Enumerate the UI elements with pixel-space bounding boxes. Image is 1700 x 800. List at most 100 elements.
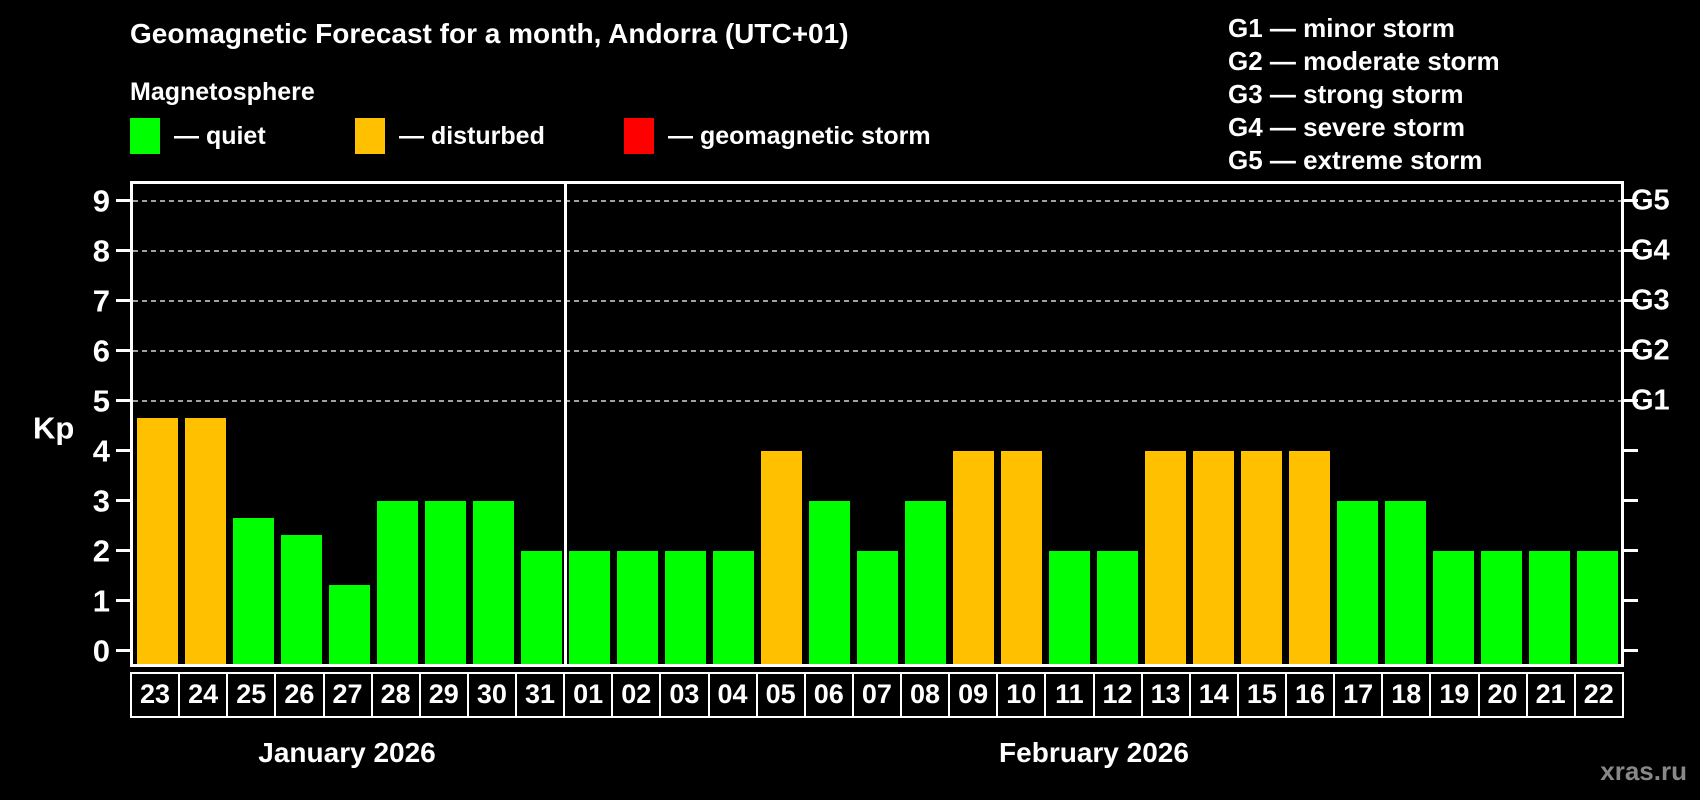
storm-scale-item: G4 — severe storm bbox=[1228, 112, 1466, 142]
watermark: xras.ru bbox=[1600, 756, 1687, 786]
storm-color-swatch bbox=[624, 118, 654, 154]
day-axis: 23 24 25 26 27 28 29 30 31 01 02 03 04 05 06 07 08 09 10 11… bbox=[130, 672, 1624, 718]
day-cell-12: 12 bbox=[1092, 672, 1143, 718]
kp-tick-label: 7 bbox=[92, 283, 110, 319]
kp-bar-21 bbox=[1528, 551, 1570, 664]
axis-tick bbox=[1624, 649, 1638, 652]
axis-tick bbox=[1624, 599, 1638, 602]
legend-label: — geomagnetic storm bbox=[668, 121, 931, 150]
day-cell-09: 09 bbox=[948, 672, 999, 718]
axis-tick bbox=[116, 549, 130, 552]
kp-bar-06 bbox=[808, 501, 850, 664]
day-cell-17: 17 bbox=[1333, 672, 1384, 718]
day-cell-27: 27 bbox=[322, 672, 373, 718]
kp-bar-14 bbox=[1192, 451, 1234, 664]
kp-bar-09 bbox=[952, 451, 994, 664]
day-cell-24: 24 bbox=[178, 672, 229, 718]
axis-tick bbox=[116, 249, 130, 252]
kp-bar-18 bbox=[1384, 501, 1426, 664]
kp-bar-19 bbox=[1432, 551, 1474, 664]
day-cell-25: 25 bbox=[226, 672, 277, 718]
kp-bar-15 bbox=[1240, 451, 1282, 664]
day-cell-06: 06 bbox=[803, 672, 854, 718]
kp-bar-03 bbox=[664, 551, 706, 664]
kp-bar-23 bbox=[136, 417, 178, 664]
kp-bar-17 bbox=[1336, 501, 1378, 664]
kp-tick-label: 9 bbox=[92, 183, 110, 219]
gridline-g1 bbox=[133, 400, 1621, 402]
kp-bar-31 bbox=[520, 551, 562, 664]
kp-tick-label: 2 bbox=[92, 533, 110, 569]
day-cell-18: 18 bbox=[1381, 672, 1432, 718]
kp-bar-26 bbox=[280, 534, 322, 664]
day-cell-30: 30 bbox=[466, 672, 517, 718]
chart-title: Geomagnetic Forecast for a month, Andorr… bbox=[130, 18, 849, 49]
day-cell-05: 05 bbox=[755, 672, 806, 718]
axis-tick bbox=[116, 449, 130, 452]
kp-bar-13 bbox=[1144, 451, 1186, 664]
axis-tick bbox=[1624, 449, 1638, 452]
g-tick-label: G5 bbox=[1631, 184, 1670, 217]
day-cell-31: 31 bbox=[515, 672, 566, 718]
storm-scale-item: G5 — extreme storm bbox=[1228, 145, 1483, 175]
day-cell-13: 13 bbox=[1140, 672, 1191, 718]
kp-axis-title: Kp bbox=[33, 410, 75, 446]
kp-bar-22 bbox=[1576, 551, 1618, 664]
kp-bar-05 bbox=[760, 451, 802, 664]
day-cell-07: 07 bbox=[851, 672, 902, 718]
g-tick-label: G2 bbox=[1631, 334, 1670, 367]
day-cell-04: 04 bbox=[707, 672, 758, 718]
gridline-g4 bbox=[133, 250, 1621, 252]
day-cell-08: 08 bbox=[900, 672, 951, 718]
month-separator-line bbox=[563, 184, 567, 664]
day-cell-15: 15 bbox=[1236, 672, 1287, 718]
axis-tick bbox=[116, 599, 130, 602]
kp-bar-29 bbox=[424, 501, 466, 664]
magnetosphere-label: Magnetosphere bbox=[130, 78, 315, 106]
legend-item-disturbed: — disturbed bbox=[355, 117, 545, 155]
kp-tick-label: 4 bbox=[92, 433, 110, 469]
day-cell-11: 11 bbox=[1044, 672, 1095, 718]
kp-bar-16 bbox=[1288, 451, 1330, 664]
kp-tick-label: 5 bbox=[92, 383, 110, 419]
day-cell-29: 29 bbox=[418, 672, 469, 718]
legend-item-geomagnetic-storm: — geomagnetic storm bbox=[624, 117, 931, 155]
day-cell-14: 14 bbox=[1188, 672, 1239, 718]
kp-bar-12 bbox=[1096, 551, 1138, 664]
kp-bar-30 bbox=[472, 501, 514, 664]
day-cell-19: 19 bbox=[1429, 672, 1480, 718]
kp-bar-08 bbox=[904, 501, 946, 664]
month-label-february: February 2026 bbox=[999, 737, 1189, 768]
kp-tick-label: 6 bbox=[92, 333, 110, 369]
day-cell-28: 28 bbox=[370, 672, 421, 718]
day-cell-21: 21 bbox=[1525, 672, 1576, 718]
storm-scale-legend: G1 — minor storm G2 — moderate storm G3 — … bbox=[1228, 12, 1500, 177]
kp-bar-28 bbox=[376, 501, 418, 664]
axis-tick bbox=[1624, 499, 1638, 502]
legend-item-quiet: — quiet bbox=[130, 117, 266, 155]
axis-tick bbox=[1624, 299, 1638, 302]
day-cell-26: 26 bbox=[274, 672, 325, 718]
kp-tick-label: 1 bbox=[92, 583, 110, 619]
axis-tick bbox=[116, 649, 130, 652]
g-tick-label: G4 bbox=[1631, 234, 1670, 267]
disturbed-color-swatch bbox=[355, 118, 385, 154]
gridline-g5 bbox=[133, 200, 1621, 202]
quiet-color-swatch bbox=[130, 118, 160, 154]
axis-tick bbox=[1624, 399, 1638, 402]
kp-tick-label: 0 bbox=[92, 633, 110, 669]
g-tick-label: G3 bbox=[1631, 284, 1670, 317]
axis-tick bbox=[116, 399, 130, 402]
kp-bar-01 bbox=[568, 551, 610, 664]
gridline-g3 bbox=[133, 300, 1621, 302]
axis-tick bbox=[1624, 249, 1638, 252]
axis-tick bbox=[116, 199, 130, 202]
axis-tick bbox=[1624, 199, 1638, 202]
axis-tick bbox=[1624, 349, 1638, 352]
day-cell-10: 10 bbox=[996, 672, 1047, 718]
storm-scale-item: G1 — minor storm bbox=[1228, 13, 1455, 43]
kp-bar-11 bbox=[1048, 551, 1090, 664]
legend-label: — quiet bbox=[174, 121, 266, 150]
kp-bar-04 bbox=[712, 551, 754, 664]
